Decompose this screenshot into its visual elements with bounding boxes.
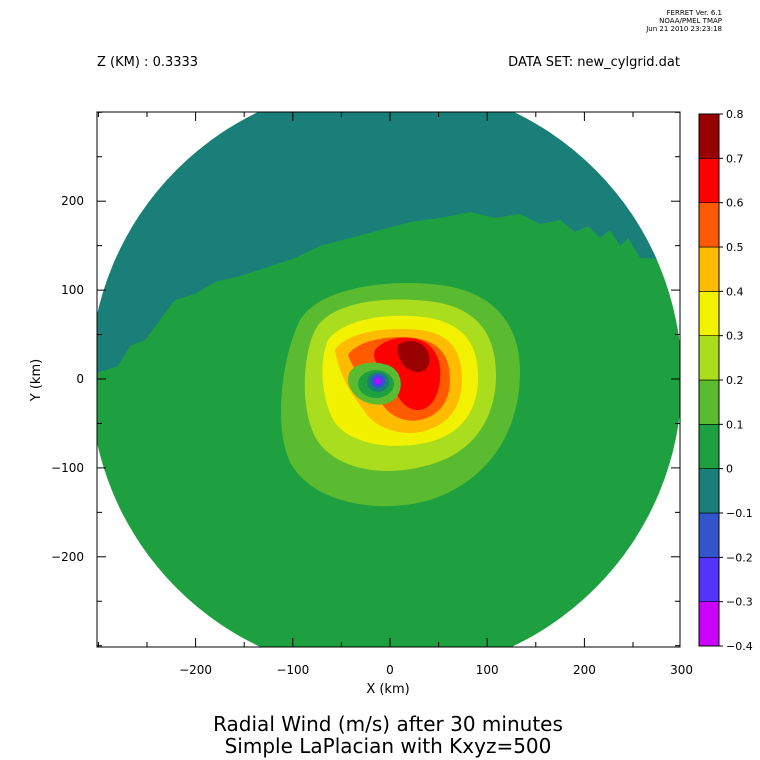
x-tick-label: 100 xyxy=(476,663,499,677)
core-band-neg0.4-to-neg0.3 xyxy=(375,378,381,384)
colorbar-label: 0 xyxy=(726,463,733,476)
y-tick-label: 0 xyxy=(76,372,84,386)
colorbar-label: 0.6 xyxy=(726,197,744,210)
colorbar-label: −0.1 xyxy=(726,507,753,520)
colorbar-label: 0.3 xyxy=(726,330,744,343)
colorbar xyxy=(698,113,723,647)
y-tick-label: 100 xyxy=(61,283,84,297)
x-tick-label: 300 xyxy=(670,663,693,677)
colorbar-swatch xyxy=(698,158,720,203)
x-tick-label: −200 xyxy=(179,663,212,677)
colorbar-label: 0.2 xyxy=(726,374,744,387)
colorbar-label: 0.1 xyxy=(726,418,744,431)
axis-ticks xyxy=(97,111,680,647)
y-tick-label: −200 xyxy=(51,550,84,564)
colorbar-swatch xyxy=(698,468,720,514)
y-tick-label: 200 xyxy=(61,194,84,208)
colorbar-labels: 0.8 0.7 0.6 0.5 0.4 0.3 0.2 0.1 0 −0.1 −0.2 −0.3 −0.… xyxy=(726,108,753,653)
contour-field xyxy=(97,112,680,647)
x-tick-label: −100 xyxy=(276,663,309,677)
colorbar-label: 0.8 xyxy=(726,108,744,121)
colorbar-label: 0.4 xyxy=(726,285,744,298)
colorbar-label: 0.7 xyxy=(726,152,744,165)
chart-subtitle: Simple LaPlacian with Kxyz=500 xyxy=(225,734,552,758)
y-axis-label: Y (km) xyxy=(29,359,44,402)
y-tick-labels: −200 −100 0 100 200 xyxy=(51,194,84,564)
version-line-3: Jun 21 2010 23:23:18 xyxy=(645,25,722,33)
chart-title: Radial Wind (m/s) after 30 minutes xyxy=(213,712,563,736)
colorbar-swatch xyxy=(698,335,720,381)
colorbar-swatch xyxy=(698,601,720,647)
x-tick-label: 0 xyxy=(386,663,394,677)
colorbar-swatch xyxy=(698,512,720,558)
version-line-1: FERRET Ver. 6.1 xyxy=(667,9,722,17)
x-axis-label: X (km) xyxy=(366,682,409,697)
band-0.7-to-0.8 xyxy=(397,340,430,372)
colorbar-swatch xyxy=(698,202,720,248)
colorbar-swatch xyxy=(698,291,720,336)
colorbar-label: −0.4 xyxy=(726,640,753,653)
colorbar-label: 0.5 xyxy=(726,241,744,254)
z-level-label: Z (KM) : 0.3333 xyxy=(97,55,198,70)
version-line-2: NOAA/PMEL TMAP xyxy=(659,17,722,25)
x-tick-label: 200 xyxy=(573,663,596,677)
colorbar-label: −0.3 xyxy=(726,596,753,609)
colorbar-swatch xyxy=(698,557,720,602)
colorbar-swatch xyxy=(698,424,720,469)
x-tick-labels: −200 −100 0 100 200 300 xyxy=(179,663,693,677)
dataset-label: DATA SET: new_cylgrid.dat xyxy=(508,55,680,70)
y-tick-label: −100 xyxy=(51,461,84,475)
colorbar-swatch xyxy=(698,379,720,425)
band-neg0.1-to-0 xyxy=(97,112,680,372)
colorbar-swatch xyxy=(698,113,720,159)
colorbar-label: −0.2 xyxy=(726,551,753,564)
colorbar-swatch xyxy=(698,246,720,292)
